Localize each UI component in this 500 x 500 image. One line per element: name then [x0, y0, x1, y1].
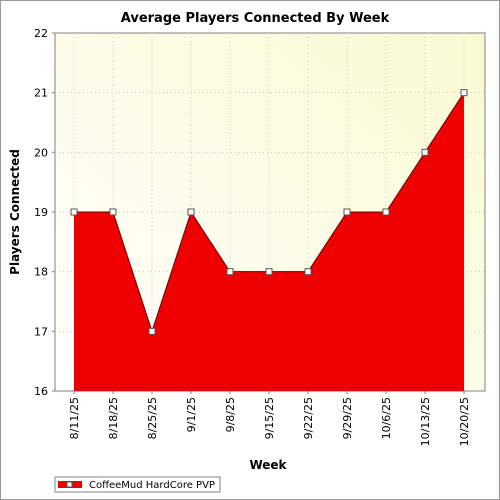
series-points — [70, 89, 468, 335]
x-tick-label: 10/13/25 — [419, 397, 432, 446]
legend: CoffeeMud HardCore PVP — [54, 476, 221, 493]
data-point — [460, 89, 468, 97]
x-tick-label: 9/8/25 — [224, 397, 237, 432]
data-point — [148, 327, 156, 335]
y-tick-label: 22 — [34, 27, 48, 40]
y-tick-label: 17 — [34, 325, 48, 338]
data-point — [265, 268, 273, 276]
x-tick-label: 9/15/25 — [263, 397, 276, 439]
legend-box — [54, 476, 221, 493]
y-tick-label: 20 — [34, 146, 48, 159]
x-tick-label: 8/18/25 — [107, 397, 120, 439]
x-tick-label: 8/25/25 — [146, 397, 159, 439]
x-axis-label: Week — [249, 458, 287, 472]
x-tick-label: 9/29/25 — [341, 397, 354, 439]
data-point — [70, 208, 78, 216]
data-point — [421, 148, 429, 156]
x-tick-label: 10/20/25 — [458, 397, 471, 446]
data-point — [226, 268, 234, 276]
y-axis-label: Players Connected — [8, 149, 22, 275]
x-tick-label: 10/6/25 — [380, 397, 393, 439]
area-fill — [74, 92, 464, 392]
data-point — [343, 208, 351, 216]
legend-marker — [66, 481, 73, 488]
y-tick-label: 19 — [34, 206, 48, 219]
legend-label: CoffeeMud HardCore PVP — [89, 480, 215, 491]
x-tick-label: 8/11/25 — [68, 397, 81, 439]
x-tick-label: 9/1/25 — [185, 397, 198, 432]
x-axis-ticks: 8/11/25 8/18/25 8/25/25 9/1/25 9/8/25 9/15/25… — [68, 391, 471, 446]
data-point — [109, 208, 117, 216]
chart-title: Average Players Connected By Week — [121, 11, 390, 26]
y-tick-label: 21 — [34, 87, 48, 100]
y-axis-ticks: 16 17 18 19 20 21 22 — [34, 27, 55, 398]
x-tick-label: 9/22/25 — [302, 397, 315, 439]
data-point — [304, 268, 312, 276]
y-tick-label: 16 — [34, 385, 48, 398]
data-point — [187, 208, 195, 216]
data-point — [382, 208, 390, 216]
y-tick-label: 18 — [34, 266, 48, 279]
